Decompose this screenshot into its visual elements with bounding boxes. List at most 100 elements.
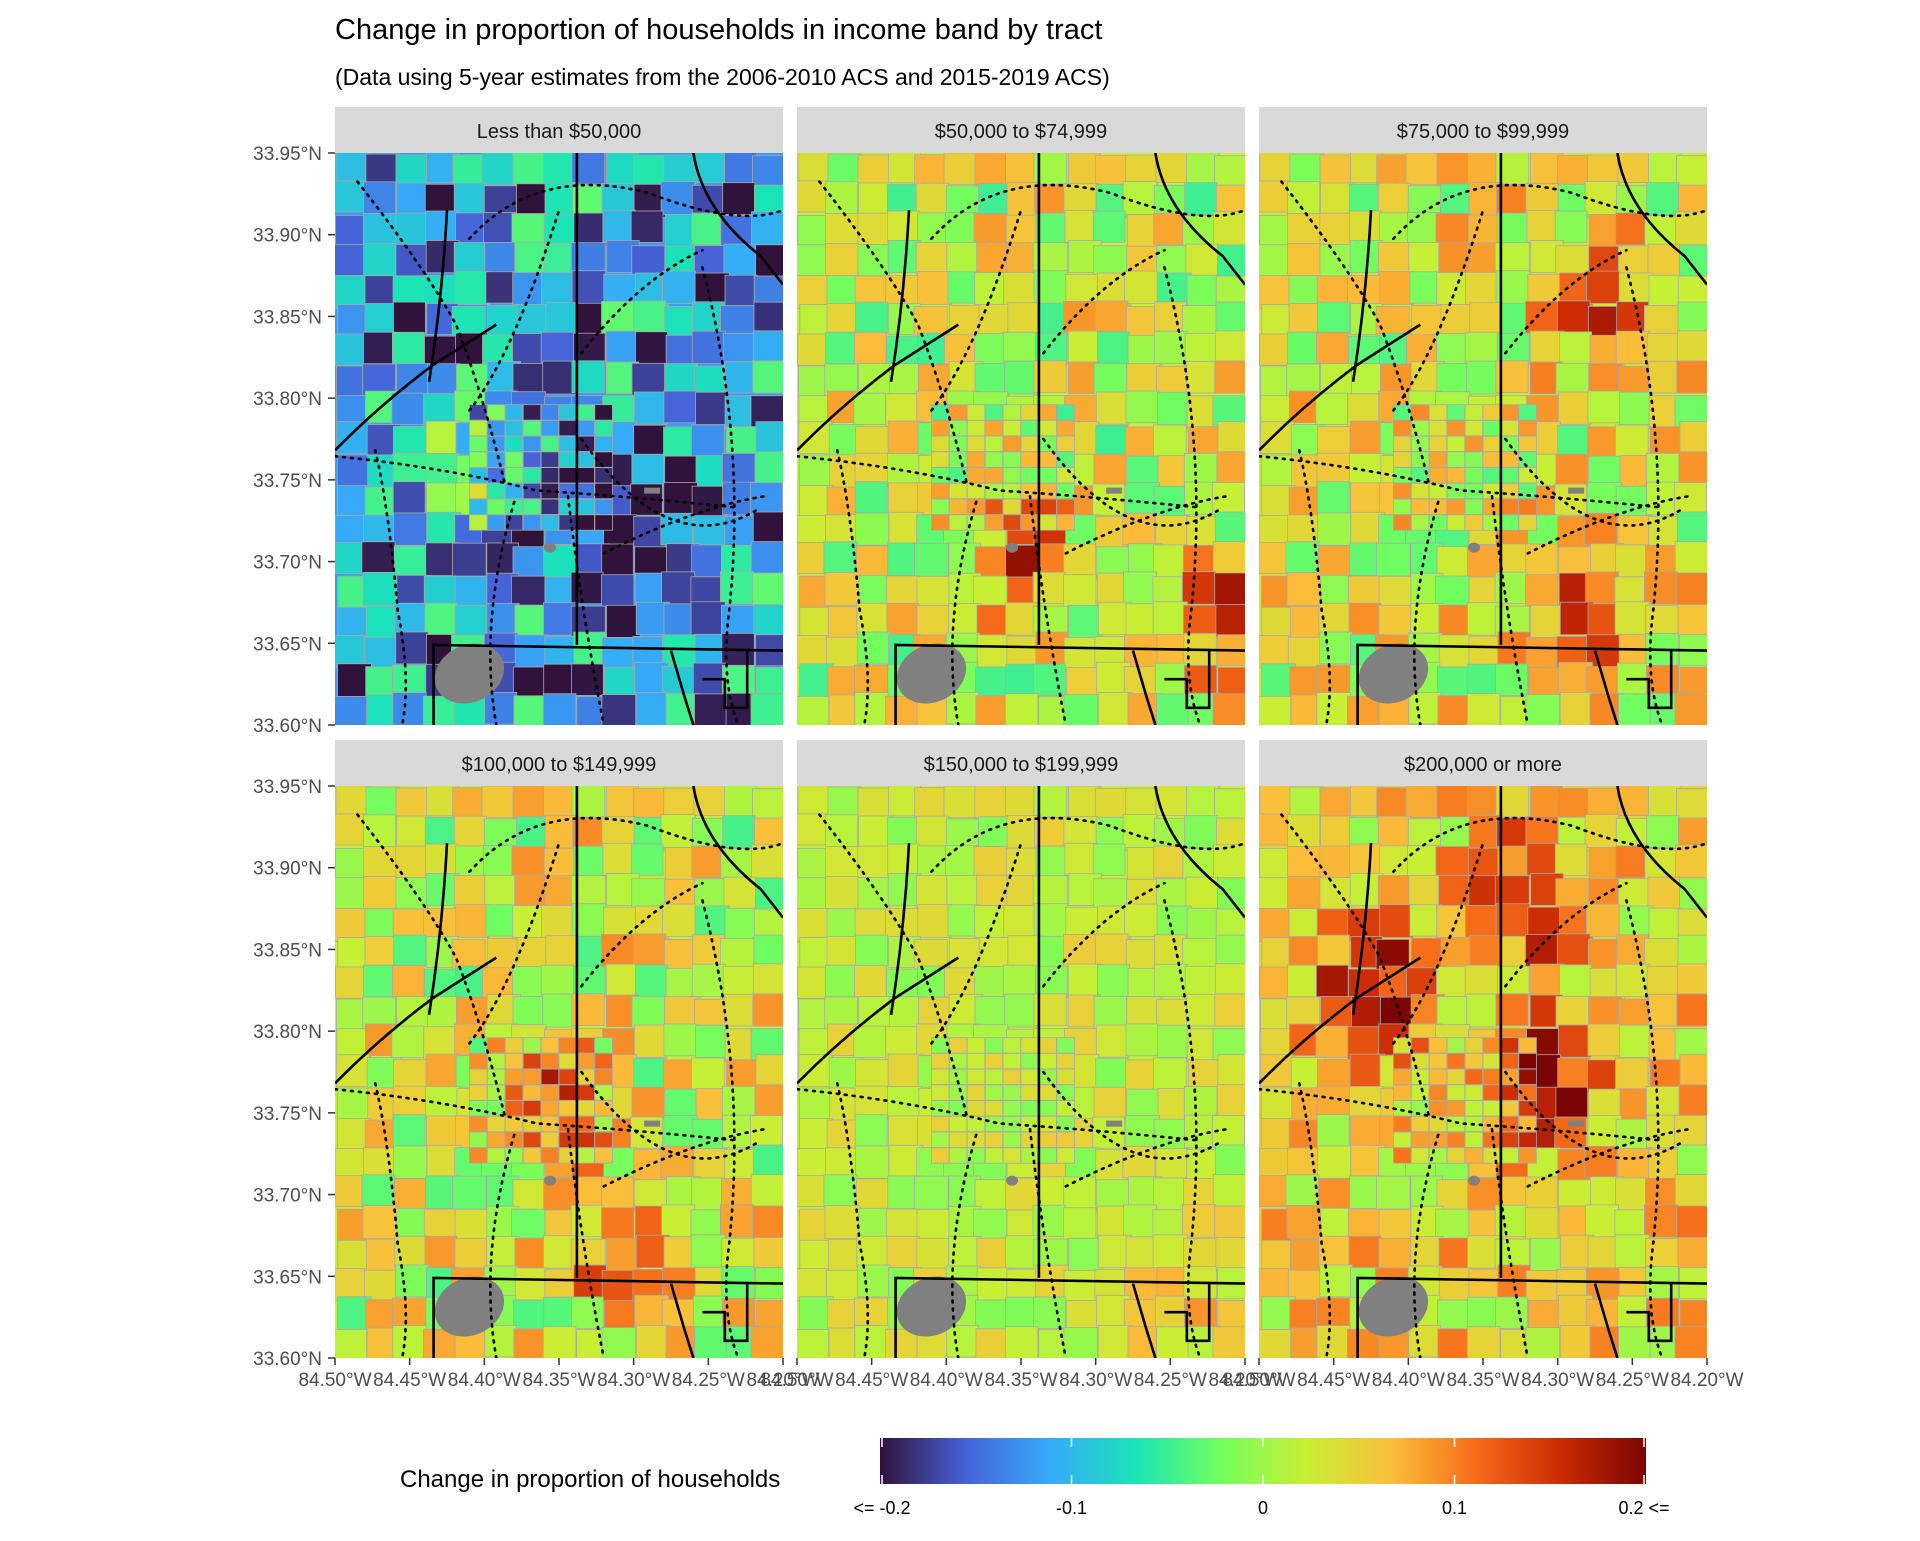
census-tract xyxy=(1469,935,1504,969)
census-tract xyxy=(1064,209,1098,243)
census-tract xyxy=(1152,1234,1188,1269)
census-tract xyxy=(1186,907,1220,941)
census-tract xyxy=(576,1052,595,1070)
census-tract xyxy=(930,1131,950,1148)
census-tract xyxy=(1285,541,1320,575)
census-tract xyxy=(825,181,859,214)
missing-data-area xyxy=(1106,487,1123,494)
census-tract xyxy=(694,1326,728,1358)
census-tract xyxy=(1644,848,1680,883)
census-tract xyxy=(455,271,490,305)
county-boundary xyxy=(335,956,498,1085)
missing-data-area xyxy=(1568,487,1585,494)
census-tract xyxy=(1035,332,1068,365)
census-tract xyxy=(974,153,1010,186)
census-tract xyxy=(1379,332,1412,365)
census-tract xyxy=(1405,786,1439,819)
highway-line xyxy=(1298,449,1332,725)
census-tract xyxy=(512,333,547,367)
census-tract xyxy=(391,392,424,425)
census-tract xyxy=(601,1207,635,1241)
census-tract xyxy=(1020,451,1040,468)
census-tract xyxy=(1437,695,1472,725)
county-boundary xyxy=(1259,956,1422,1085)
census-tract xyxy=(946,1325,980,1358)
census-tract xyxy=(1217,244,1245,278)
census-tract xyxy=(1438,1267,1473,1301)
census-tract xyxy=(826,908,860,941)
census-tract xyxy=(423,695,456,725)
census-tract xyxy=(540,467,560,484)
census-tract xyxy=(425,1115,460,1149)
census-tract xyxy=(594,498,613,515)
highway-line xyxy=(374,449,408,725)
census-tract xyxy=(1063,694,1099,725)
census-tract xyxy=(391,1025,424,1058)
census-tract xyxy=(823,541,858,575)
census-tract xyxy=(797,877,830,911)
census-tract xyxy=(468,1147,488,1164)
census-tract xyxy=(945,212,979,245)
census-tract xyxy=(362,213,398,247)
highway-line xyxy=(1392,841,1485,1045)
census-tract xyxy=(824,846,860,880)
x-tick-label: 84.50°W xyxy=(760,1370,833,1391)
facet-strip xyxy=(335,740,783,786)
census-tract xyxy=(1184,815,1218,848)
census-tract xyxy=(540,1052,560,1070)
census-tract xyxy=(930,514,950,531)
census-tract xyxy=(930,1084,950,1101)
census-tract xyxy=(1555,1086,1588,1119)
census-tract xyxy=(827,605,861,638)
census-tract xyxy=(948,1131,968,1148)
census-tract xyxy=(1676,788,1707,821)
census-tract xyxy=(1097,692,1133,725)
census-tract xyxy=(1525,933,1559,967)
census-tract xyxy=(1615,544,1650,578)
census-tract xyxy=(946,875,980,908)
census-tract xyxy=(1500,435,1519,452)
census-tract xyxy=(1063,300,1097,334)
census-tract xyxy=(797,966,830,999)
y-tick-label: 33.90°N xyxy=(253,226,322,247)
census-tract xyxy=(855,934,888,968)
census-tract xyxy=(1557,391,1592,425)
census-tract xyxy=(1215,1237,1245,1271)
census-tract xyxy=(1676,993,1707,1027)
census-tract xyxy=(966,1052,986,1070)
census-tract xyxy=(948,937,984,972)
census-tract xyxy=(1468,1268,1503,1302)
census-tract xyxy=(631,453,664,486)
census-tract xyxy=(514,604,549,639)
census-tract xyxy=(486,514,506,531)
census-tract xyxy=(974,905,1008,939)
census-tract xyxy=(914,1175,949,1210)
census-tract xyxy=(1392,1037,1412,1054)
missing-data-area xyxy=(1358,1276,1429,1337)
census-tract xyxy=(1482,467,1502,484)
census-tract xyxy=(335,1268,366,1302)
census-tract xyxy=(1002,331,1037,365)
census-tract xyxy=(1446,482,1466,500)
census-tract xyxy=(797,813,828,846)
census-tract xyxy=(853,1025,886,1058)
census-tract xyxy=(1525,1269,1559,1303)
census-tract xyxy=(512,786,548,819)
census-tract xyxy=(1097,1325,1133,1358)
census-tract xyxy=(854,1114,888,1147)
census-tract xyxy=(392,692,427,725)
census-tract xyxy=(797,153,833,186)
census-tract xyxy=(1446,451,1466,468)
county-boundary xyxy=(1593,650,1619,725)
census-tract xyxy=(1436,786,1472,819)
census-tract xyxy=(1005,153,1039,185)
census-tract xyxy=(916,1208,950,1242)
census-tract xyxy=(1259,1329,1292,1358)
census-tract xyxy=(365,1238,399,1271)
census-tract xyxy=(1618,1326,1652,1358)
census-tract xyxy=(930,419,950,437)
census-tract xyxy=(594,1100,613,1117)
census-tract xyxy=(691,212,725,246)
census-tract xyxy=(1464,514,1484,531)
census-tract xyxy=(825,964,858,998)
